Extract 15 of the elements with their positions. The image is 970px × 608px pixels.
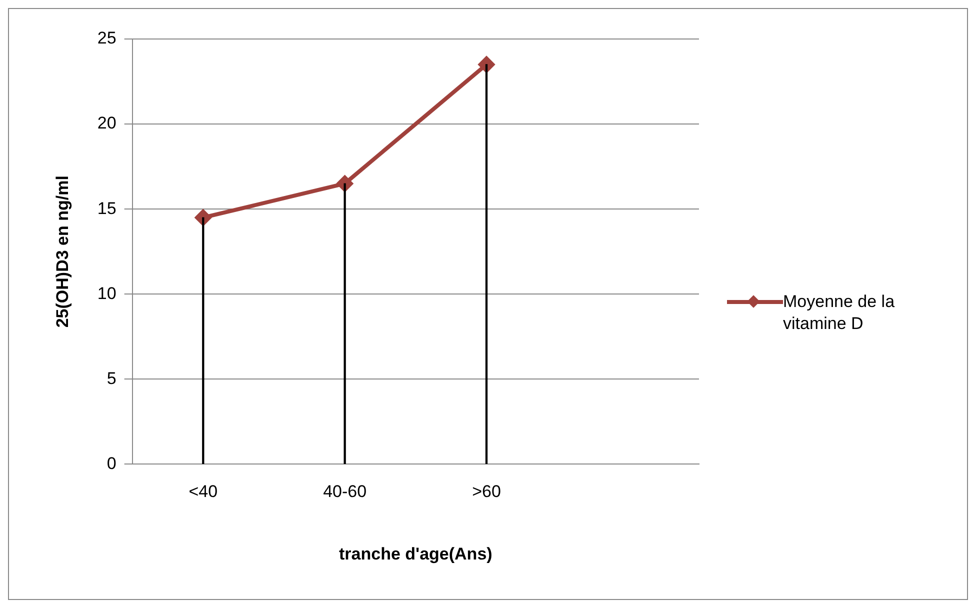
y-tick-label: 10 <box>97 284 116 303</box>
bar <box>202 217 204 464</box>
y-tick-label: 25 <box>97 28 116 48</box>
x-axis-title: tranche d'age(Ans) <box>339 544 492 564</box>
x-tick-label: <40 <box>188 482 218 502</box>
y-tick-label: 0 <box>106 454 116 473</box>
y-tick-label: 20 <box>97 114 116 133</box>
y-tick-label: 15 <box>97 198 116 218</box>
bar <box>344 183 346 464</box>
y-tick-label: 5 <box>106 368 116 388</box>
bar <box>485 64 488 464</box>
y-axis-title: 25(OH)D3 en ng/ml <box>52 176 72 328</box>
x-tick-label: >60 <box>472 482 501 502</box>
legend-label: Moyenne de la vitamine D <box>783 291 896 335</box>
x-tick-label: 40-60 <box>323 482 367 502</box>
